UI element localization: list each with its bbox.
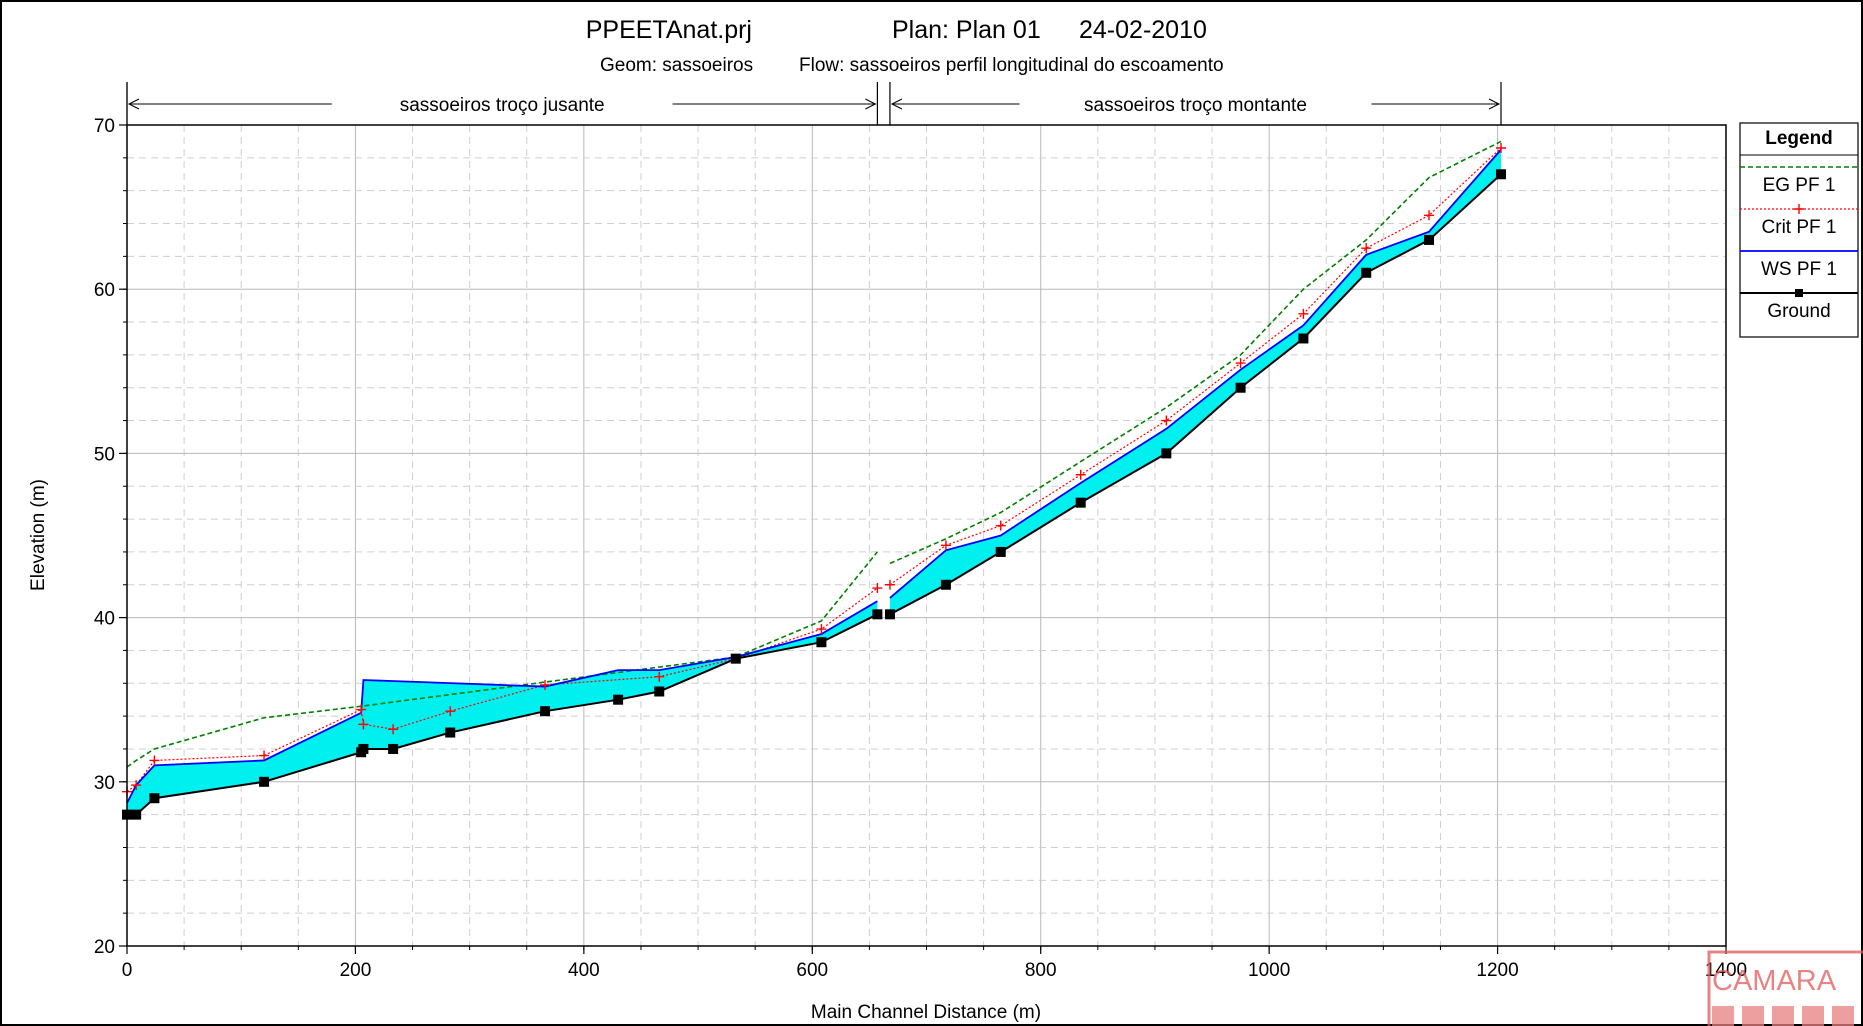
crit-point <box>1424 210 1435 221</box>
eg-pf-1-line <box>126 551 879 768</box>
ground-point <box>1075 497 1086 508</box>
crit-point <box>149 755 160 766</box>
ground-point <box>1235 382 1246 393</box>
ground-point <box>1424 234 1435 245</box>
water-fill <box>127 149 1501 815</box>
ground-point <box>358 743 369 754</box>
water-area <box>127 601 878 815</box>
ground-point <box>816 637 827 648</box>
x-tick-label: 0 <box>122 960 133 981</box>
reach-arrow-head <box>1488 98 1501 110</box>
y-tick-label: 40 <box>94 609 115 630</box>
crit-point <box>940 540 951 551</box>
reach-label: sassoeiros troço jusante <box>400 95 605 116</box>
crit-pf-1-line <box>889 147 1502 586</box>
ground-point <box>1361 267 1372 278</box>
y-tick-label: 30 <box>94 773 115 794</box>
ground-point <box>654 686 665 697</box>
reach-label: sassoeiros troço montante <box>1084 95 1307 116</box>
legend-box <box>1739 122 1859 338</box>
ground-point <box>872 609 883 620</box>
crit-point <box>1361 243 1372 254</box>
crit-point <box>131 780 142 791</box>
y-axis-label: Elevation (m) <box>28 479 49 591</box>
plot-area <box>122 124 1727 947</box>
plan-label: Plan: Plan 01 <box>892 16 1041 44</box>
water-area <box>889 149 1501 615</box>
y-axis: 20 30 40 50 60 70 <box>94 116 127 958</box>
crit-point <box>654 671 665 682</box>
crit-point <box>1075 469 1086 480</box>
crit-point <box>872 583 883 594</box>
legend-label: EG PF 1 <box>1763 175 1836 196</box>
legend-label: WS PF 1 <box>1761 259 1837 280</box>
stamp: CAMARA <box>1707 950 1863 1026</box>
ws-pf-1-line <box>126 600 878 804</box>
ground-point <box>259 776 270 787</box>
crit-point <box>1235 358 1246 369</box>
crit-point <box>1298 308 1309 319</box>
x-axis: 0 200 400 600 800 1000 1200 1400 <box>122 946 1747 981</box>
y-tick-label: 20 <box>94 937 115 958</box>
ground-point <box>149 793 160 804</box>
series-markers <box>122 142 1506 820</box>
crit-point <box>259 750 270 761</box>
crit-point <box>540 679 551 690</box>
series-lines <box>126 140 1502 816</box>
y-tick-label: 70 <box>94 116 115 137</box>
ground-point <box>540 706 551 717</box>
crit-point <box>388 724 399 735</box>
flow-subtitle: Flow: sassoeiros perfil longitudinal do … <box>799 55 1224 76</box>
legend-marker <box>1794 204 1804 214</box>
reach-indicator: sassoeiros troço jusante sassoeiros troço… <box>126 82 1502 125</box>
crit-point <box>358 719 369 730</box>
y-tick-label: 60 <box>94 280 115 301</box>
x-tick-label: 400 <box>568 960 600 981</box>
ground-point <box>1161 448 1172 459</box>
legend: Legend EG PF 1 Crit PF 1 WS PF 1 Ground <box>1739 122 1859 338</box>
ground-point <box>730 653 741 664</box>
reach-arrow-head <box>865 98 877 110</box>
x-tick-label: 1200 <box>1476 960 1518 981</box>
crit-point <box>884 579 895 590</box>
ground-point <box>131 809 142 820</box>
y-tick-label: 50 <box>94 444 115 465</box>
ground-point <box>1495 169 1506 180</box>
legend-title: Legend <box>1765 128 1833 149</box>
x-axis-label: Main Channel Distance (m) <box>811 1002 1041 1023</box>
chart-title: PPEETAnat.prj <box>586 16 752 44</box>
stamp-text: CAMARA <box>1712 965 1837 997</box>
legend-label: Ground <box>1767 301 1830 322</box>
crit-point <box>995 520 1006 531</box>
x-tick-label: 1400 <box>1705 960 1747 981</box>
ground-point <box>884 609 895 620</box>
reach-arrow-head <box>890 98 903 110</box>
legend-label: Crit PF 1 <box>1762 217 1837 238</box>
date-label: 24-02-2010 <box>1079 16 1207 44</box>
ground-point <box>940 579 951 590</box>
ground-point <box>995 546 1006 557</box>
geom-subtitle: Geom: sassoeiros <box>600 55 753 76</box>
ground-line <box>127 613 878 816</box>
x-tick-label: 600 <box>796 960 828 981</box>
reach-arrow-head <box>127 98 140 110</box>
crit-point <box>445 706 456 717</box>
ground-line <box>889 173 1502 616</box>
ground-point <box>1298 333 1309 344</box>
crit-point <box>1496 142 1506 153</box>
ws-pf-1-line <box>889 149 1502 599</box>
x-tick-label: 800 <box>1025 960 1057 981</box>
x-tick-label: 200 <box>340 960 372 981</box>
ground-point <box>388 743 399 754</box>
crit-point <box>1161 415 1172 426</box>
crit-point <box>356 704 367 715</box>
crit-point <box>816 624 827 635</box>
legend-marker <box>1795 289 1803 297</box>
eg-pf-1-line <box>889 140 1502 565</box>
x-tick-label: 1000 <box>1248 960 1290 981</box>
ground-point <box>613 694 624 705</box>
ground-point <box>445 727 456 738</box>
